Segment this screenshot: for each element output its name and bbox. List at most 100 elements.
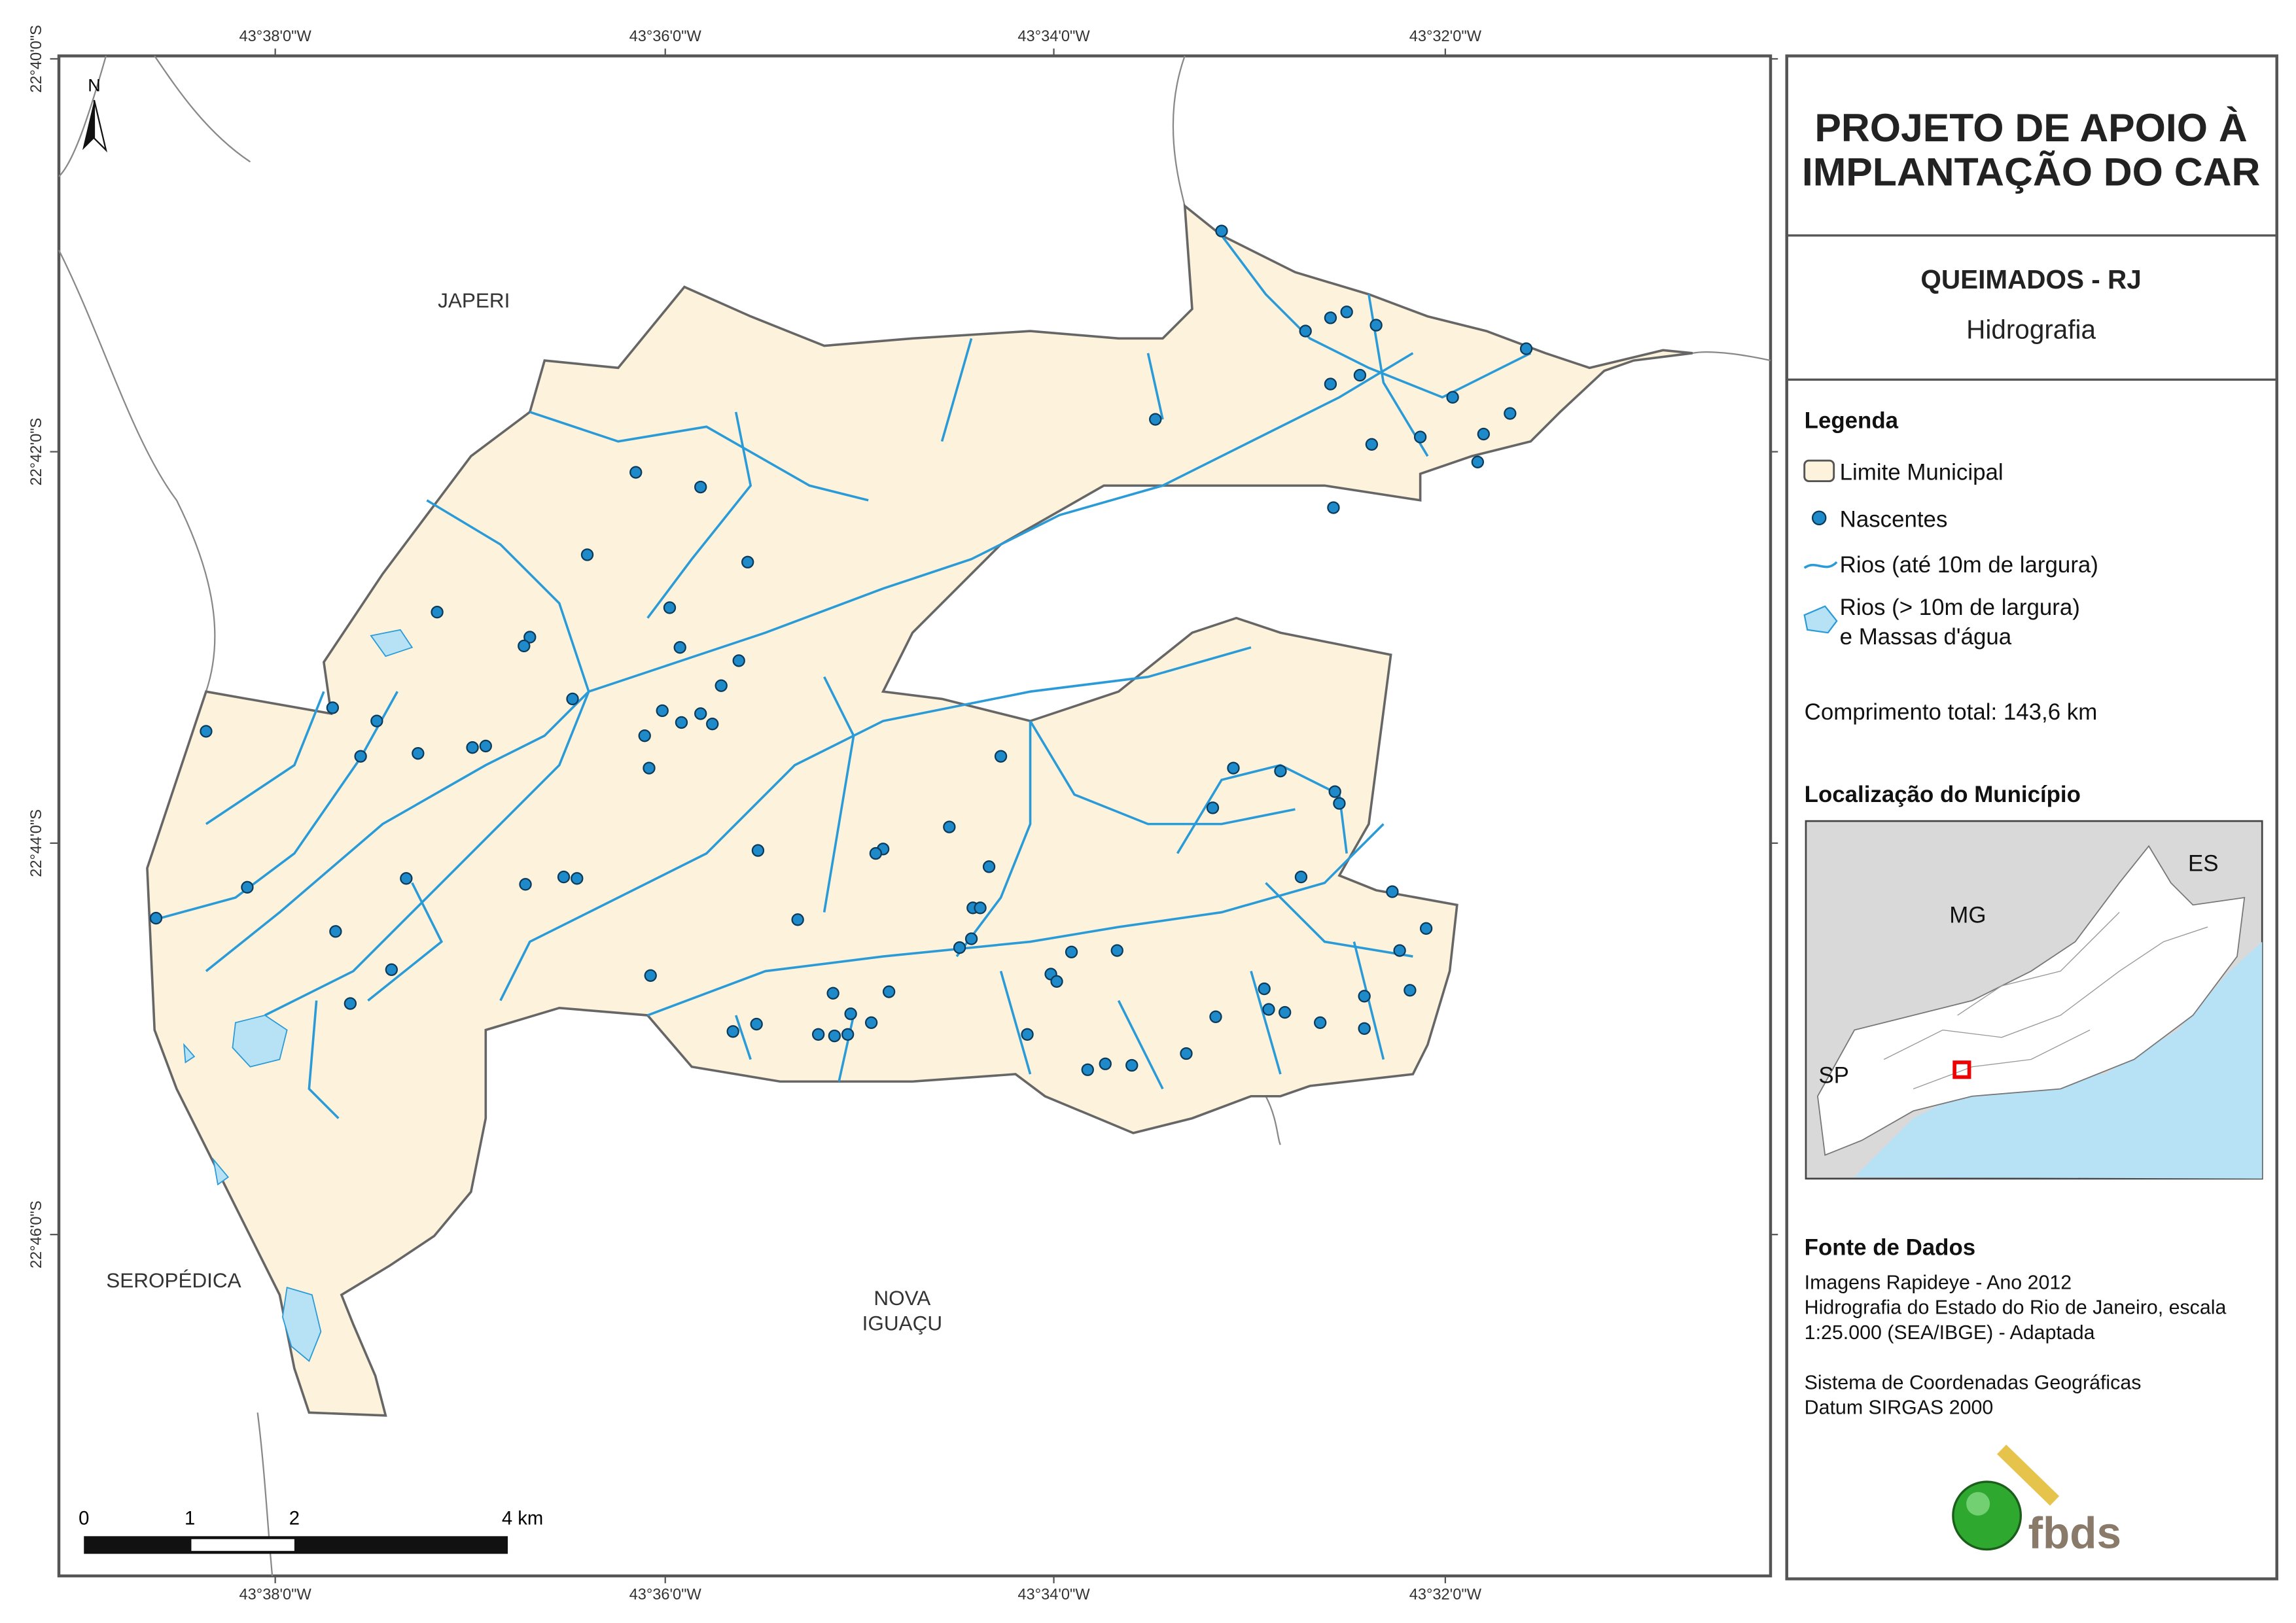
spring <box>1393 944 1406 957</box>
spring <box>673 641 686 654</box>
coord-label: 43°34'0"W <box>1017 28 1090 45</box>
source-line: Hidrografia do Estado do Rio de Janeiro,… <box>1805 1297 2227 1319</box>
title: IMPLANTAÇÃO DO CAR <box>1802 149 2260 194</box>
spring <box>706 717 719 731</box>
spring <box>479 739 492 753</box>
spring <box>638 729 651 742</box>
spring <box>1081 1063 1094 1076</box>
legend-title: Legenda <box>1805 408 1899 434</box>
coord-label: 22°44'0"S <box>28 809 45 877</box>
spring <box>1313 1016 1327 1029</box>
theme: Hidrografia <box>1966 314 2096 344</box>
spring <box>644 969 657 982</box>
spring <box>974 901 987 915</box>
logo-highlight <box>1966 1492 1990 1516</box>
spring <box>370 714 383 727</box>
spring <box>1099 1057 1112 1070</box>
spring <box>1149 413 1162 426</box>
spring <box>1206 801 1220 814</box>
spring <box>791 913 804 926</box>
source-line: Sistema de Coordenadas Geográficas <box>1805 1372 2142 1393</box>
spring <box>566 692 579 706</box>
spring <box>826 986 839 1000</box>
spring <box>715 679 728 692</box>
spring <box>431 606 444 619</box>
logo-circle <box>1952 1480 2022 1551</box>
spring <box>882 985 896 998</box>
inset-state <box>1817 845 2246 1156</box>
spring <box>1358 990 1371 1003</box>
spring <box>1110 944 1123 957</box>
spring <box>726 1025 739 1038</box>
spring <box>344 997 357 1010</box>
spring <box>1353 368 1367 382</box>
logo: fbds <box>1952 1444 2121 1558</box>
spring <box>811 1028 825 1041</box>
spring <box>1050 975 1063 988</box>
coord-label: 22°40'0"S <box>28 25 45 93</box>
municipality: QUEIMADOS - RJ <box>1920 264 2141 294</box>
spring <box>663 601 677 614</box>
spring <box>1519 342 1533 355</box>
spring <box>412 746 425 760</box>
spring <box>523 631 537 644</box>
source-line: Imagens Rapideye - Ano 2012 <box>1805 1272 2072 1293</box>
spring <box>694 707 707 720</box>
spring <box>200 725 213 738</box>
coord-label: 43°38'0"W <box>239 1586 312 1603</box>
coord-label: 22°46'0"S <box>28 1200 45 1268</box>
spring <box>1333 797 1346 810</box>
spring <box>1386 885 1399 898</box>
inset-highlight <box>1952 1060 1971 1079</box>
spring <box>1446 391 1459 404</box>
spring <box>1125 1058 1139 1072</box>
spring <box>519 878 532 891</box>
inset-municipalities <box>1883 912 2208 1090</box>
spring <box>943 820 956 833</box>
spring <box>1262 1003 1275 1016</box>
legend-item: e Massas d'água <box>1840 624 2012 650</box>
scale-label: 0 <box>79 1508 89 1529</box>
rivers <box>154 234 1532 1119</box>
legend-swatch <box>1803 459 1835 482</box>
inset-label: MG <box>1949 902 1986 928</box>
legend-swatch <box>1811 510 1827 526</box>
spring <box>329 925 342 938</box>
source-line: 1:25.000 (SEA/IBGE) - Adaptada <box>1805 1322 2095 1344</box>
spring <box>1328 785 1341 798</box>
location-title: Localização do Município <box>1805 782 2081 807</box>
spring <box>982 860 996 873</box>
source-line: Datum SIRGAS 2000 <box>1805 1397 1994 1419</box>
spring <box>466 741 479 754</box>
coord-label: 43°32'0"W <box>1409 28 1482 45</box>
place-label: JAPERI <box>438 288 510 312</box>
spring <box>741 555 754 568</box>
spring <box>1299 324 1312 338</box>
scale-bar-bg <box>84 1536 508 1554</box>
coord-label: 43°34'0"W <box>1017 1586 1090 1603</box>
spring <box>656 704 669 718</box>
scale-label: 1 <box>185 1508 195 1529</box>
spring <box>1327 501 1340 514</box>
legend-item: Nascentes <box>1840 506 1948 532</box>
logo-bar <box>1997 1444 2060 1506</box>
spring <box>1471 455 1485 468</box>
inset-sea <box>1854 941 2263 1179</box>
spring <box>964 932 978 945</box>
spring <box>1209 1010 1222 1023</box>
spring <box>1358 1022 1371 1035</box>
spring <box>953 941 966 954</box>
scale-label: 4 km <box>502 1508 543 1529</box>
coordinate-labels: 43°38'0"W 43°36'0"W 43°34'0"W 43°32'0"W 43°3… <box>28 25 1778 1603</box>
spring <box>1419 922 1433 935</box>
scale-label: 2 <box>289 1508 300 1529</box>
spring <box>1340 305 1353 319</box>
spring <box>1477 427 1491 441</box>
neighbor-boundaries <box>58 55 1771 1577</box>
spring <box>241 881 254 894</box>
inset-label: SP <box>1818 1062 1849 1088</box>
location-inset: MG ES SP <box>1805 820 2263 1180</box>
logo-text: fbds <box>2028 1509 2121 1558</box>
spring <box>1404 984 1417 997</box>
